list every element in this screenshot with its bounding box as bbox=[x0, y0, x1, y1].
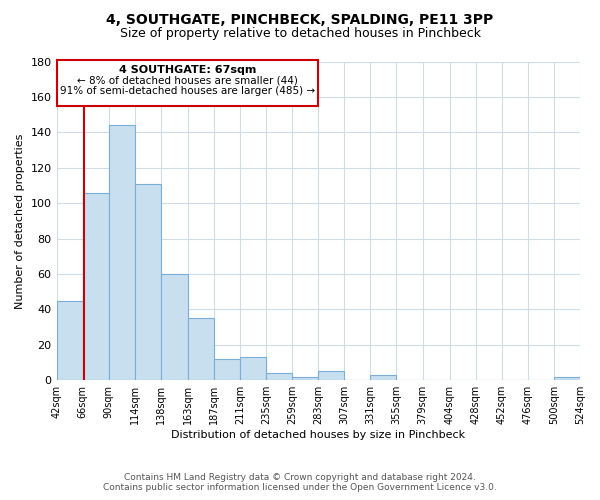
Bar bbox=[370, 375, 397, 380]
Bar bbox=[240, 357, 266, 380]
Text: Size of property relative to detached houses in Pinchbeck: Size of property relative to detached ho… bbox=[119, 28, 481, 40]
Text: Contains HM Land Registry data © Crown copyright and database right 2024.
Contai: Contains HM Land Registry data © Crown c… bbox=[103, 473, 497, 492]
Y-axis label: Number of detached properties: Number of detached properties bbox=[15, 133, 25, 308]
Text: ← 8% of detached houses are smaller (44): ← 8% of detached houses are smaller (44) bbox=[77, 76, 298, 86]
FancyBboxPatch shape bbox=[56, 60, 318, 106]
Bar bbox=[554, 376, 580, 380]
Bar bbox=[56, 300, 83, 380]
Bar bbox=[318, 372, 344, 380]
Bar bbox=[135, 184, 161, 380]
Text: 4 SOUTHGATE: 67sqm: 4 SOUTHGATE: 67sqm bbox=[119, 65, 256, 75]
Bar bbox=[161, 274, 188, 380]
Text: 91% of semi-detached houses are larger (485) →: 91% of semi-detached houses are larger (… bbox=[60, 86, 315, 97]
Bar bbox=[188, 318, 214, 380]
Bar bbox=[266, 373, 292, 380]
Bar bbox=[83, 192, 109, 380]
Bar bbox=[292, 376, 318, 380]
Bar bbox=[109, 125, 135, 380]
X-axis label: Distribution of detached houses by size in Pinchbeck: Distribution of detached houses by size … bbox=[171, 430, 466, 440]
Text: 4, SOUTHGATE, PINCHBECK, SPALDING, PE11 3PP: 4, SOUTHGATE, PINCHBECK, SPALDING, PE11 … bbox=[106, 12, 494, 26]
Bar bbox=[214, 359, 240, 380]
